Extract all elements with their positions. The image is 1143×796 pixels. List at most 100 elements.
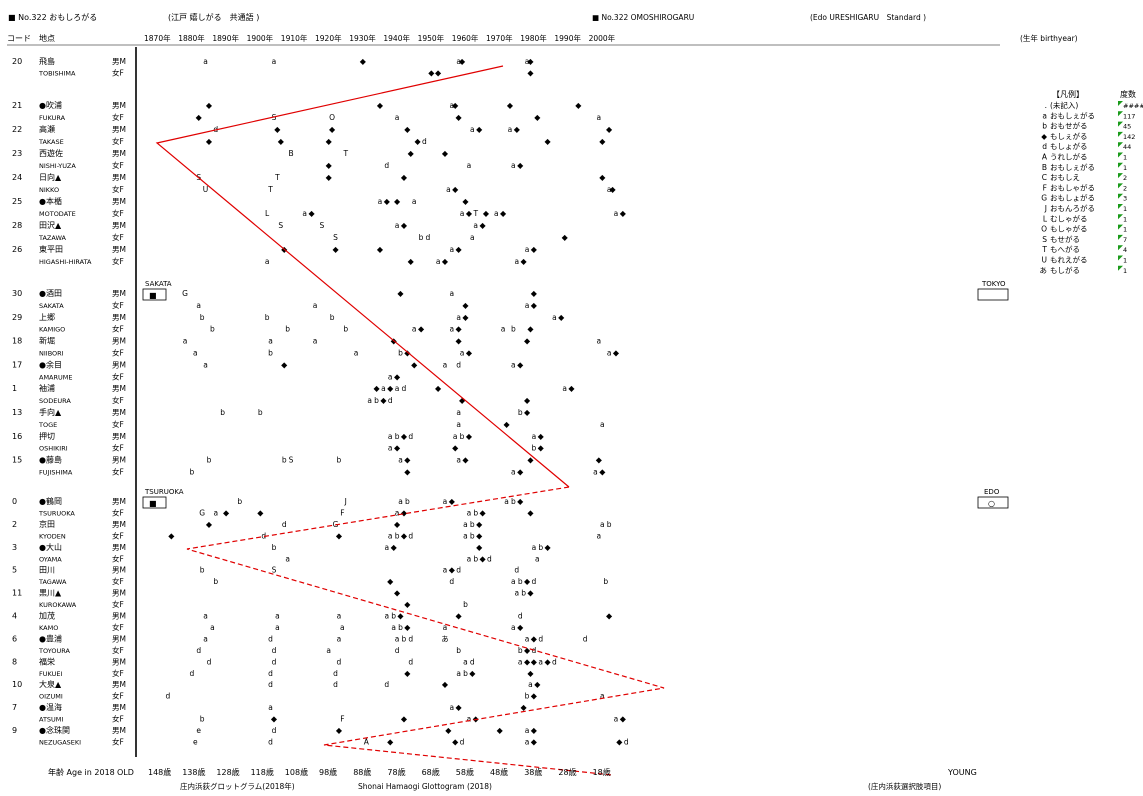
- data-point-37-3: ◆: [480, 554, 487, 563]
- data-point-11-3: a: [460, 209, 465, 218]
- legend-label-10: おもんろがる: [1050, 203, 1095, 213]
- row-sex-24: 男M: [112, 384, 126, 393]
- data-point-26-4: ◆: [524, 408, 531, 417]
- legend-symbol-14: T: [1041, 245, 1047, 254]
- row-place-14: 東平田: [39, 244, 63, 254]
- row-code-32: 0: [12, 497, 17, 506]
- row-sex-12: 男M: [112, 221, 126, 230]
- row-place-48: 大泉▲: [39, 679, 62, 689]
- data-point-30-1: b: [282, 456, 287, 465]
- data-point-46-7: ◆: [524, 657, 531, 666]
- data-point-34-6: ◆: [476, 520, 483, 529]
- row-place-8: 日向▲: [39, 172, 62, 182]
- legend-flag-2: [1118, 121, 1123, 127]
- data-point-10-3: a: [412, 197, 417, 206]
- row-place-41: KUROKAWA: [39, 601, 77, 609]
- data-point-31-0: b: [189, 468, 194, 477]
- data-point-15-3: ◆: [442, 257, 449, 266]
- legend-label-6: おもしぇがる: [1050, 162, 1095, 172]
- row-place-15: HIGASHI-HIRATA: [39, 258, 92, 266]
- data-point-48-2: d: [384, 680, 389, 689]
- data-point-47-6: ◆: [469, 669, 476, 678]
- row-sex-49: 女F: [112, 691, 124, 701]
- data-point-18-3: a: [456, 313, 461, 322]
- data-point-20-2: a: [313, 337, 318, 346]
- row-place-20: 新堀: [39, 336, 55, 346]
- data-point-9-1: T: [267, 185, 273, 194]
- legend-label-3: もしぇがる: [1050, 131, 1088, 141]
- data-point-43-5: ◆: [404, 623, 411, 632]
- data-point-15-0: a: [265, 257, 270, 266]
- age-tick-9: 58歳: [456, 767, 474, 777]
- legend-label-5: うれしがる: [1050, 152, 1088, 162]
- row-code-48: 10: [12, 680, 22, 689]
- row-code-30: 15: [12, 456, 22, 465]
- row-code-14: 26: [12, 245, 22, 254]
- row-code-20: 18: [12, 337, 22, 346]
- row-code-26: 13: [12, 408, 22, 417]
- data-point-46-10: ◆: [544, 657, 551, 666]
- data-point-7-4: ◆: [517, 161, 524, 170]
- row-sex-44: 男M: [112, 634, 126, 643]
- data-point-45-2: a: [326, 646, 331, 655]
- data-point-7-2: a: [467, 161, 472, 170]
- region-edo: EDO: [984, 488, 1000, 496]
- data-point-25-1: b: [374, 396, 379, 405]
- x-tick-1920: 1920年: [315, 33, 342, 43]
- data-point-11-2: ◆: [309, 209, 316, 218]
- data-point-18-4: ◆: [462, 313, 469, 322]
- legend-symbol-0: .: [1045, 101, 1047, 110]
- data-point-29-2: ◆: [452, 444, 459, 453]
- row-place-2: ●吹浦: [39, 100, 62, 110]
- data-point-44-0: a: [203, 634, 208, 643]
- data-point-44-4: b: [402, 634, 407, 643]
- data-point-43-6: a: [443, 623, 448, 632]
- data-point-46-6: a: [518, 657, 523, 666]
- row-sex-11: 女F: [112, 208, 124, 218]
- data-point-39-5: ◆: [524, 577, 531, 586]
- data-point-44-10: d: [583, 634, 588, 643]
- data-point-13-2: d: [425, 233, 430, 242]
- data-point-16-0: G: [182, 289, 188, 298]
- legend-symbol-7: C: [1042, 173, 1047, 182]
- legend-count-15: 1: [1123, 257, 1127, 265]
- data-point-6-3: ◆: [442, 149, 449, 158]
- row-sex-6: 男M: [112, 149, 126, 158]
- data-point-53-9: d: [624, 737, 629, 746]
- data-point-24-1: a: [381, 384, 386, 393]
- data-point-36-0: b: [272, 543, 277, 552]
- data-point-33-8: b: [473, 508, 478, 517]
- data-point-24-0: ◆: [373, 384, 380, 393]
- data-point-8-2: ◆: [326, 173, 333, 182]
- age-tick-7: 78歳: [387, 767, 405, 777]
- row-sex-39: 女F: [112, 576, 124, 586]
- x-tick-1870: 1870年: [144, 33, 171, 43]
- data-point-37-0: a: [285, 554, 290, 563]
- data-point-53-0: e: [193, 737, 198, 746]
- row-sex-3: 女F: [112, 112, 124, 122]
- row-place-16: ●酒田: [39, 289, 62, 298]
- data-point-39-7: b: [603, 577, 608, 586]
- row-sex-22: 男M: [112, 360, 126, 369]
- data-point-2-3: ◆: [452, 101, 459, 110]
- data-point-27-2: a: [600, 420, 605, 429]
- row-place-49: OIZUMI: [39, 693, 63, 701]
- row-code-40: 11: [12, 589, 22, 598]
- data-point-28-5: b: [460, 432, 465, 441]
- row-sex-33: 女F: [112, 507, 124, 517]
- data-point-28-8: ◆: [538, 432, 545, 441]
- row-place-22: ●余目: [39, 359, 62, 369]
- data-point-16-2: a: [449, 289, 454, 298]
- data-point-3-0: ◆: [196, 113, 203, 122]
- x-tick-1980: 1980年: [520, 33, 547, 43]
- data-point-44-1: d: [268, 634, 273, 643]
- data-point-35-4: b: [395, 531, 400, 540]
- legend-count-12: 1: [1123, 226, 1127, 234]
- row-sex-38: 男M: [112, 566, 126, 575]
- row-code-8: 24: [12, 173, 22, 182]
- row-place-31: FUJISHIMA: [39, 469, 73, 477]
- data-point-22-6: ◆: [517, 360, 524, 369]
- row-sex-47: 女F: [112, 668, 124, 678]
- row-place-17: SAKATA: [39, 302, 64, 310]
